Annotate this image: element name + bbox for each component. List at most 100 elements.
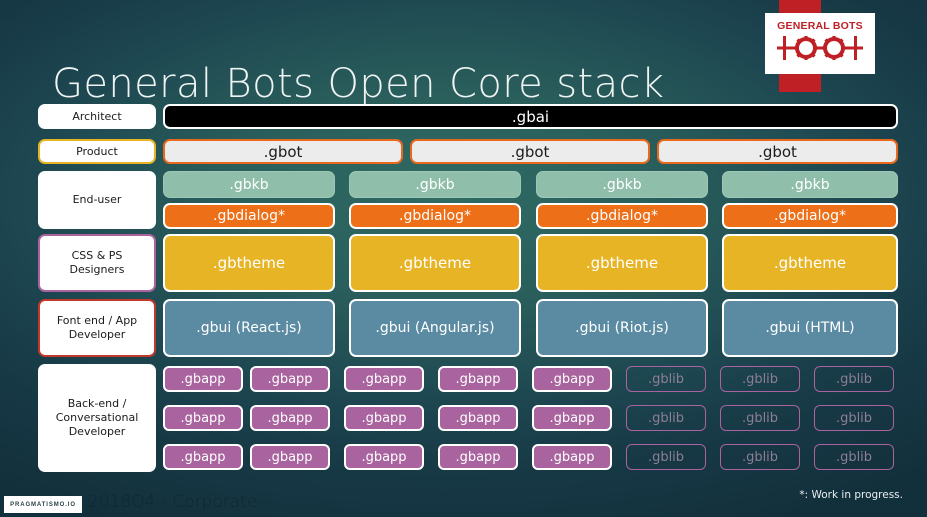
stack-cell-gbui-react[interactable]: .gbui (React.js) — [163, 299, 335, 357]
stack-cell-gbapp[interactable]: .gbapp — [438, 444, 518, 470]
stack-cell-gbkb[interactable]: .gbkb — [163, 171, 335, 198]
cell-label: .gbtheme — [398, 254, 472, 272]
cell-label: .gbapp — [455, 371, 501, 387]
cell-label: .gbui (Riot.js) — [575, 320, 669, 336]
cell-label: .gblib — [741, 371, 779, 387]
cell-label: .gblib — [647, 371, 685, 387]
row-label-text: Architect — [72, 109, 122, 123]
stack-cell-gbapp[interactable]: .gbapp — [250, 366, 330, 392]
stack-cell-gbai[interactable]: .gbai — [163, 104, 898, 129]
cell-label: .gblib — [835, 449, 873, 465]
cell-label: .gbapp — [361, 410, 407, 426]
pragmatismo-logo-text: PRAGMATISMO.IO — [10, 501, 76, 508]
cell-label: .gbui (Angular.js) — [375, 320, 495, 336]
cell-label: .gbkb — [229, 176, 269, 193]
stack-cell-gblib[interactable]: .gblib — [720, 405, 800, 431]
row-label-architect: Architect — [38, 104, 156, 129]
cell-label: .gbdialog* — [586, 208, 658, 224]
stack-cell-gbkb[interactable]: .gbkb — [536, 171, 708, 198]
stack-cell-gbkb[interactable]: .gbkb — [349, 171, 521, 198]
cell-label: .gbui (HTML) — [765, 320, 855, 336]
stack-cell-gbapp[interactable]: .gbapp — [438, 366, 518, 392]
cell-label: .gbdialog* — [399, 208, 471, 224]
stack-cell-gbdialog[interactable]: .gbdialog* — [163, 203, 335, 229]
stack-cell-gbapp[interactable]: .gbapp — [163, 444, 243, 470]
cell-label: .gbapp — [455, 410, 501, 426]
cell-label: .gblib — [835, 410, 873, 426]
cell-label: .gbapp — [267, 449, 313, 465]
gears-logo-icon — [777, 34, 863, 67]
stack-cell-gblib[interactable]: .gblib — [814, 444, 894, 470]
stack-cell-gblib[interactable]: .gblib — [626, 444, 706, 470]
cell-label: .gbtheme — [585, 254, 659, 272]
cell-label: .gbkb — [790, 176, 830, 193]
cell-label: .gblib — [647, 410, 685, 426]
stack-cell-gbtheme[interactable]: .gbtheme — [536, 234, 708, 292]
stack-cell-gbapp[interactable]: .gbapp — [163, 405, 243, 431]
stack-cell-gbdialog[interactable]: .gbdialog* — [722, 203, 898, 229]
row-label-front-end-app-developer: Font end / App Developer — [38, 299, 156, 357]
cell-label: .gblib — [647, 449, 685, 465]
cell-label: .gbot — [263, 142, 303, 161]
cell-label: .gbapp — [549, 410, 595, 426]
stack-cell-gbui-riot[interactable]: .gbui (Riot.js) — [536, 299, 708, 357]
cell-label: .gbot — [510, 142, 550, 161]
cell-label: .gbapp — [267, 371, 313, 387]
cell-label: .gbtheme — [773, 254, 847, 272]
cell-label: .gbapp — [180, 371, 226, 387]
stack-cell-gbapp[interactable]: .gbapp — [250, 444, 330, 470]
footer-note: *: Work in progress. — [799, 489, 903, 501]
stack-cell-gbapp[interactable]: .gbapp — [532, 405, 612, 431]
stack-cell-gblib[interactable]: .gblib — [814, 405, 894, 431]
stack-cell-gblib[interactable]: .gblib — [814, 366, 894, 392]
stack-cell-gblib[interactable]: .gblib — [720, 366, 800, 392]
stack-cell-gbapp[interactable]: .gbapp — [344, 444, 424, 470]
stack-cell-gbapp[interactable]: .gbapp — [438, 405, 518, 431]
stack-cell-gbdialog[interactable]: .gbdialog* — [349, 203, 521, 229]
cell-label: .gbtheme — [212, 254, 286, 272]
cell-label: .gbapp — [549, 371, 595, 387]
stack-cell-gbapp[interactable]: .gbapp — [532, 366, 612, 392]
row-label-product: Product — [38, 139, 156, 164]
stack-cell-gbdialog[interactable]: .gbdialog* — [536, 203, 708, 229]
cell-label: .gblib — [741, 449, 779, 465]
row-label-text: Back-end / Conversational Developer — [55, 397, 139, 438]
row-label-text: End-user — [72, 193, 122, 207]
cell-label: .gbapp — [455, 449, 501, 465]
stack-cell-gbui-angular[interactable]: .gbui (Angular.js) — [349, 299, 521, 357]
stack-cell-gbkb[interactable]: .gbkb — [722, 171, 898, 198]
cell-label: .gbkb — [602, 176, 642, 193]
stack-cell-gbtheme[interactable]: .gbtheme — [349, 234, 521, 292]
cell-label: .gbdialog* — [774, 208, 846, 224]
stack-cell-gblib[interactable]: .gblib — [626, 405, 706, 431]
stack-cell-gbtheme[interactable]: .gbtheme — [722, 234, 898, 292]
stack-cell-gbot[interactable]: .gbot — [163, 139, 403, 164]
stack-cell-gbapp[interactable]: .gbapp — [163, 366, 243, 392]
stack-cell-gbot[interactable]: .gbot — [657, 139, 898, 164]
logo-wordmark: GENERAL BOTS — [777, 20, 863, 32]
cell-label: .gblib — [835, 371, 873, 387]
stack-cell-gblib[interactable]: .gblib — [720, 444, 800, 470]
stack-cell-gbapp[interactable]: .gbapp — [344, 405, 424, 431]
row-label-text: Font end / App Developer — [56, 314, 138, 341]
cell-label: .gbapp — [267, 410, 313, 426]
stack-cell-gbapp[interactable]: .gbapp — [250, 405, 330, 431]
stack-cell-gblib[interactable]: .gblib — [626, 366, 706, 392]
cell-label: .gbkb — [415, 176, 455, 193]
cell-label: .gbdialog* — [213, 208, 285, 224]
row-label-text: CSS & PS Designers — [69, 249, 125, 276]
stack-cell-gbapp[interactable]: .gbapp — [344, 366, 424, 392]
cell-label: .gbot — [758, 142, 797, 161]
stack-cell-gbot[interactable]: .gbot — [410, 139, 650, 164]
row-label-back-end-conversational-developer: Back-end / Conversational Developer — [38, 364, 156, 472]
cell-label: .gbapp — [361, 371, 407, 387]
cell-label: .gbapp — [549, 449, 595, 465]
row-label-end-user: End-user — [38, 171, 156, 229]
row-label-text: Product — [76, 144, 118, 158]
cell-label: .gbui (React.js) — [196, 320, 302, 336]
stack-cell-gbapp[interactable]: .gbapp — [532, 444, 612, 470]
stack-cell-gbui-html[interactable]: .gbui (HTML) — [722, 299, 898, 357]
cell-label: .gbapp — [361, 449, 407, 465]
stack-cell-gbtheme[interactable]: .gbtheme — [163, 234, 335, 292]
